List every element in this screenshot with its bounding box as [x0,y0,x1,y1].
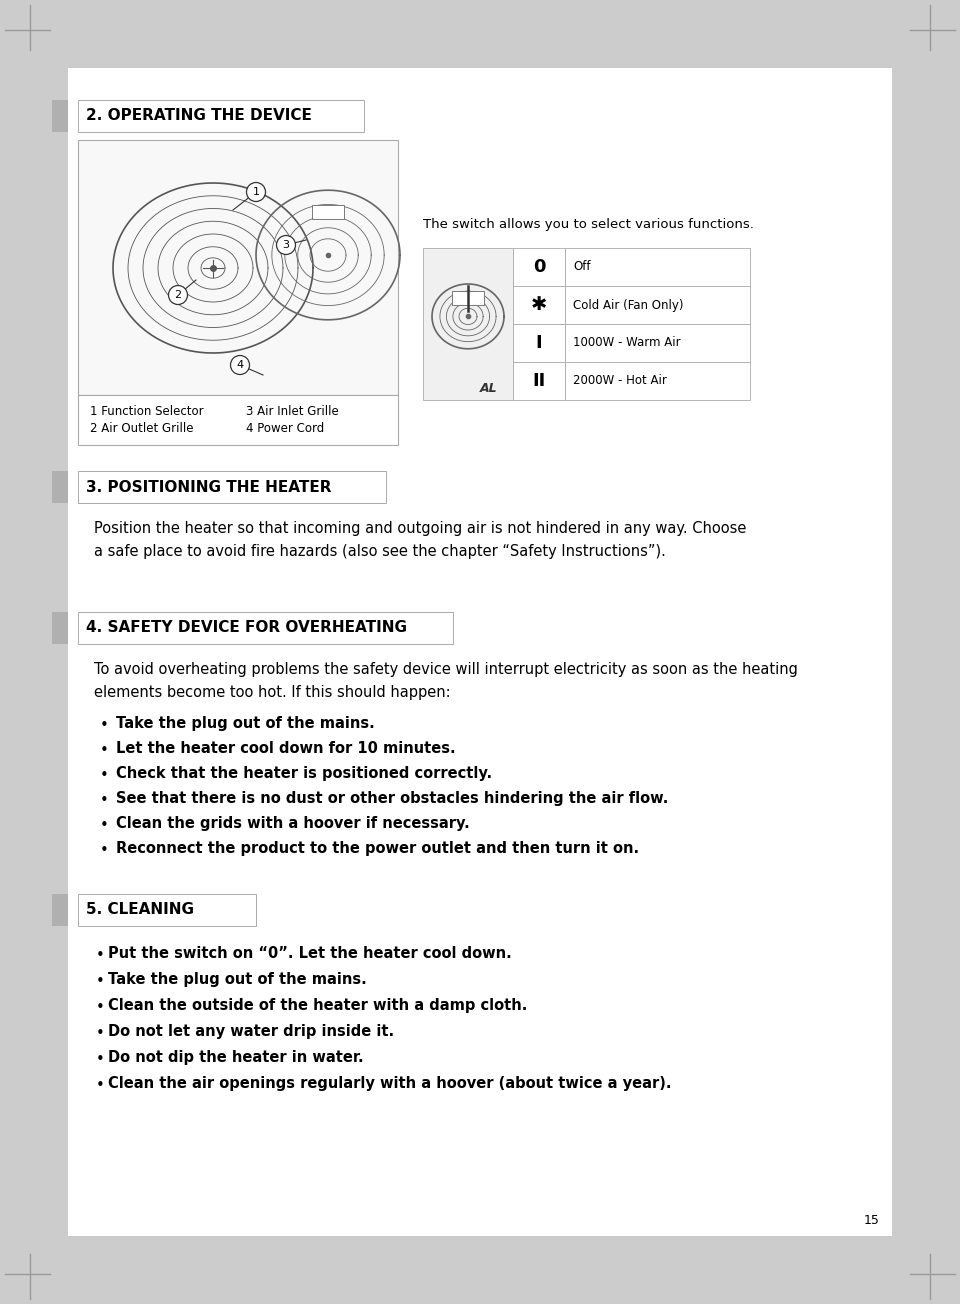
Text: Clean the grids with a hoover if necessary.: Clean the grids with a hoover if necessa… [116,816,469,831]
Text: Clean the air openings regularly with a hoover (about twice a year).: Clean the air openings regularly with a … [108,1076,671,1091]
Bar [565,323,750,363]
Text: Do not let any water drip inside it.: Do not let any water drip inside it. [108,1024,395,1039]
Text: Let the heater cool down for 10 minutes.: Let the heater cool down for 10 minutes. [116,741,456,756]
Text: a safe place to avoid fire hazards (also see the chapter “Safety Instructions”).: a safe place to avoid fire hazards (also… [94,544,666,559]
Circle shape [230,356,250,374]
Text: Position the heater so that incoming and outgoing air is not hindered in any way: Position the heater so that incoming and… [94,522,746,536]
Text: •: • [96,974,105,988]
Bar [513,286,565,323]
Text: 3. POSITIONING THE HEATER: 3. POSITIONING THE HEATER [86,480,331,494]
Bar [565,363,750,400]
Text: 3: 3 [282,240,290,250]
Text: 2. OPERATING THE DEVICE: 2. OPERATING THE DEVICE [86,108,312,124]
Text: Reconnect the product to the power outlet and then turn it on.: Reconnect the product to the power outle… [116,841,639,855]
Bar [78,140,398,395]
Text: Do not dip the heater in water.: Do not dip the heater in water. [108,1050,364,1065]
Text: II: II [533,372,545,390]
Text: I: I [536,334,542,352]
Bar [565,248,750,286]
Bar [78,471,386,503]
Text: 2000W - Hot Air: 2000W - Hot Air [573,374,667,387]
Text: 4. SAFETY DEVICE FOR OVERHEATING: 4. SAFETY DEVICE FOR OVERHEATING [86,621,407,635]
Bar [78,895,256,926]
Text: 4 Power Cord: 4 Power Cord [246,422,324,436]
Text: •: • [100,793,108,808]
Text: 1000W - Warm Air: 1000W - Warm Air [573,336,681,349]
Text: •: • [96,1052,105,1067]
Text: 1 Function Selector: 1 Function Selector [90,406,204,419]
Bar [513,248,565,286]
Text: •: • [96,1026,105,1041]
Text: 1: 1 [252,186,259,197]
Text: 0: 0 [533,258,545,276]
Text: •: • [100,768,108,782]
Bar [423,248,513,400]
Bar [78,395,398,445]
Text: The switch allows you to select various functions.: The switch allows you to select various … [423,218,754,231]
Text: 5. CLEANING: 5. CLEANING [86,902,194,918]
Text: 3 Air Inlet Grille: 3 Air Inlet Grille [246,406,339,419]
Text: Take the plug out of the mains.: Take the plug out of the mains. [108,971,367,987]
Bar [52,471,68,503]
Text: See that there is no dust or other obstacles hindering the air flow.: See that there is no dust or other obsta… [116,792,668,806]
Text: 2: 2 [175,289,181,300]
Text: Cold Air (Fan Only): Cold Air (Fan Only) [573,299,684,312]
Text: Take the plug out of the mains.: Take the plug out of the mains. [116,716,374,732]
Bar [52,100,68,132]
Text: ✱: ✱ [531,296,547,314]
Text: •: • [100,842,108,858]
Text: •: • [100,743,108,758]
Text: Off: Off [573,261,590,274]
Text: 2 Air Outlet Grille: 2 Air Outlet Grille [90,422,194,436]
Text: AL: AL [480,382,497,395]
Bar [452,291,484,305]
Text: Clean the outside of the heater with a damp cloth.: Clean the outside of the heater with a d… [108,998,527,1013]
Text: •: • [96,948,105,962]
Circle shape [247,183,266,202]
Bar [52,612,68,644]
Text: Put the switch on “0”. Let the heater cool down.: Put the switch on “0”. Let the heater co… [108,945,512,961]
Text: •: • [100,719,108,733]
Circle shape [276,236,296,254]
Bar [565,286,750,323]
Text: 15: 15 [864,1214,880,1227]
Text: To avoid overheating problems the safety device will interrupt electricity as so: To avoid overheating problems the safety… [94,662,798,677]
Text: elements become too hot. If this should happen:: elements become too hot. If this should … [94,685,450,700]
Bar [78,612,453,644]
Bar [312,205,344,219]
Text: •: • [96,1078,105,1093]
Bar [78,100,364,132]
Text: •: • [96,1000,105,1015]
Text: 4: 4 [236,360,244,370]
Bar [513,323,565,363]
Text: •: • [100,818,108,833]
Bar [52,895,68,926]
Circle shape [169,286,187,305]
Bar [68,68,892,1236]
Bar [513,363,565,400]
Text: Check that the heater is positioned correctly.: Check that the heater is positioned corr… [116,765,492,781]
